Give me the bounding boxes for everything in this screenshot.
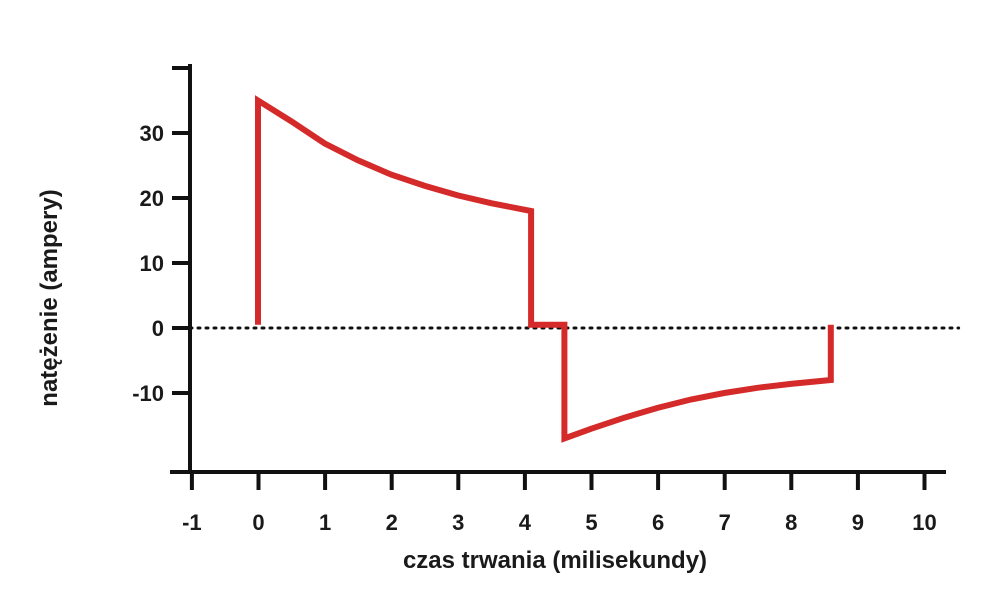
y-tick-label: 10: [140, 251, 164, 276]
x-tick-label: 4: [519, 510, 532, 535]
x-tick-label: 1: [319, 510, 331, 535]
y-axis-title: natężenie (ampery): [36, 189, 63, 406]
x-tick-label: 2: [386, 510, 398, 535]
x-tick-label: 8: [785, 510, 797, 535]
y-tick-label: 0: [152, 316, 164, 341]
x-tick-label: 3: [452, 510, 464, 535]
x-axis-title: czas trwania (milisekundy): [403, 547, 707, 574]
y-tick-label: 20: [140, 186, 164, 211]
x-tick-label: 10: [912, 510, 936, 535]
x-tick-label: 5: [585, 510, 597, 535]
y-tick-label: -10: [132, 381, 164, 406]
current-waveform-line: [255, 95, 834, 443]
x-tick-label: -1: [182, 510, 202, 535]
x-tick-label: 0: [252, 510, 264, 535]
x-tick-label: 6: [652, 510, 664, 535]
x-tick-label: 9: [852, 510, 864, 535]
y-tick-label: 30: [140, 121, 164, 146]
x-tick-label: 7: [719, 510, 731, 535]
